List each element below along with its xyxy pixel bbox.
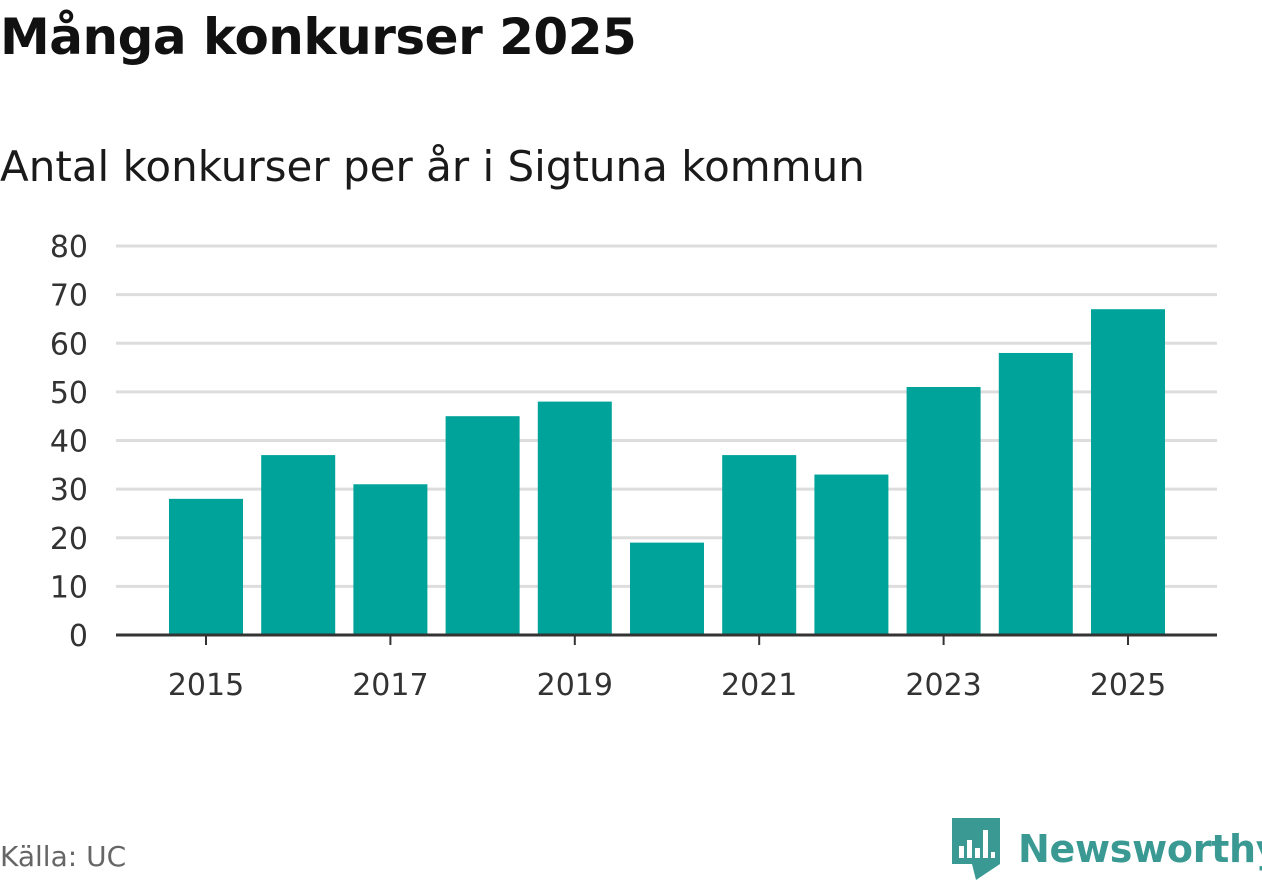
y-tick-label: 20 (50, 522, 88, 557)
y-tick-label: 60 (50, 327, 88, 362)
x-tick-label: 2021 (721, 668, 797, 703)
newsworthy-logo-icon (952, 818, 1000, 880)
bars (169, 309, 1165, 635)
bar-2022 (814, 474, 889, 635)
y-tick-label: 10 (50, 570, 88, 605)
bar-2016 (261, 455, 336, 635)
x-tick-label: 2019 (537, 668, 613, 703)
bar-2019 (537, 401, 612, 635)
brand-name: Newsworthy (1018, 827, 1262, 871)
chart-title: Många konkurser 2025 (0, 8, 637, 66)
x-tick-label: 2015 (168, 668, 244, 703)
source-note: Källa: UC (0, 840, 127, 873)
x-axis (116, 633, 1217, 645)
y-tick-label: 0 (69, 619, 88, 654)
y-tick-label: 30 (50, 473, 88, 508)
y-tick-label: 50 (50, 376, 88, 411)
y-tick-label: 80 (50, 230, 88, 265)
bar-2023 (906, 387, 981, 635)
bar-2018 (445, 416, 520, 635)
brand-logo: Newsworthy (952, 818, 1262, 880)
bar-2021 (722, 455, 797, 635)
bar-2015 (169, 498, 243, 635)
bar-2025 (1091, 309, 1165, 635)
bar-2024 (998, 352, 1073, 635)
x-tick-label: 2023 (905, 668, 981, 703)
bar-2017 (353, 484, 428, 635)
y-tick-label: 70 (50, 279, 88, 314)
y-tick-labels: 0 10 20 30 40 50 60 70 80 (50, 230, 88, 654)
chart-subtitle: Antal konkurser per år i Sigtuna kommun (0, 142, 865, 191)
x-tick-labels: 2015 2017 2019 2021 2023 2025 (168, 668, 1166, 703)
x-tick-label: 2017 (352, 668, 428, 703)
bar-2020 (630, 542, 704, 635)
x-tick-label: 2025 (1090, 668, 1166, 703)
y-tick-label: 40 (50, 425, 88, 460)
